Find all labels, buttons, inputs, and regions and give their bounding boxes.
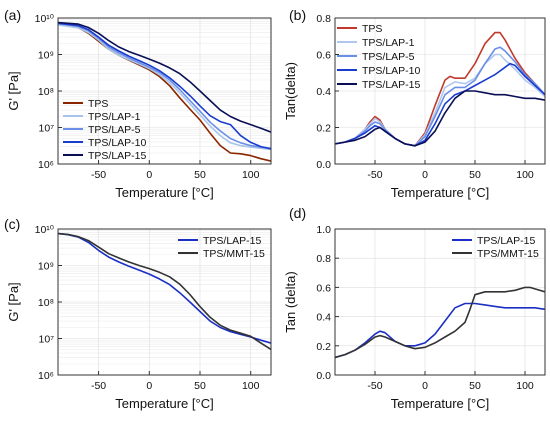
x-tick-label: 50 — [469, 169, 481, 181]
legend-b: TPS TPS/LAP-1 TPS/LAP-5 TPS/LAP-10 TPS/LAP-1… — [337, 23, 421, 91]
legend-label: TPS/LAP-5 — [362, 51, 415, 63]
series-group-c — [58, 232, 271, 351]
panel-d: -50 0 50 100 0.0 0.2 0.4 0.6 0.8 1.0 Temperature [… — [283, 205, 546, 411]
y-axis-label: Tan(delta) — [283, 62, 298, 120]
y-tick-label: 0.4 — [316, 312, 331, 324]
y-tick-label: 10⁹ — [38, 50, 54, 62]
legend-label: TPS/LAP-15 — [88, 150, 147, 162]
x-tick-label: -50 — [367, 169, 382, 181]
y-tick-label: 0.0 — [316, 159, 331, 171]
series-group-b — [335, 31, 545, 147]
series-line-tps — [335, 31, 545, 147]
plot-frame — [334, 228, 546, 376]
panel-label: (c) — [4, 216, 20, 232]
series-group-d — [335, 286, 545, 359]
x-tick-label: 0 — [422, 169, 428, 181]
x-tick-label: 100 — [516, 169, 534, 181]
legend-label: TPS/LAP-15 — [362, 79, 421, 91]
x-axis-label: Temperature [°C] — [115, 185, 213, 200]
panel-label: (d) — [289, 205, 306, 221]
x-tick-label: 50 — [469, 380, 481, 392]
y-tick-label: 10⁹ — [38, 261, 54, 273]
panel-c: -50 0 50 100 10⁶ 10⁷ 10⁸ 10⁹ 10¹⁰ Temperature [°C… — [4, 216, 272, 411]
series-line-tps-mmt-15 — [58, 232, 271, 351]
series-line-tps-lap-5 — [335, 46, 545, 147]
series-line-tps-lap-15 — [58, 21, 271, 133]
x-tick-label: 100 — [242, 380, 260, 392]
y-tick-label: 10⁸ — [38, 86, 54, 98]
x-axis-label: Temperature [°C] — [391, 396, 489, 411]
y-tick-label: 0.2 — [316, 341, 331, 353]
y-tick-label: 0.4 — [316, 86, 331, 98]
x-tick-label: -50 — [91, 169, 106, 181]
x-tick-label: 50 — [194, 169, 206, 181]
y-axis-label: G' [Pa] — [6, 71, 21, 110]
legend-label: TPS/MMT-15 — [203, 248, 265, 260]
y-tick-label: 0.8 — [316, 13, 331, 25]
y-tick-label: 10⁶ — [38, 370, 54, 382]
legend-a: TPSTPS/LAP-1TPS/LAP-5TPS/LAP-10TPS/LAP-1… — [63, 98, 147, 162]
y-tick-label: 0.8 — [316, 253, 331, 265]
panel-label: (a) — [4, 7, 21, 23]
legend-label: TPS/LAP-5 — [88, 124, 141, 136]
series-line-tps-lap-1 — [58, 24, 271, 151]
series-group-a — [58, 21, 271, 162]
panel-label: (b) — [289, 7, 306, 23]
series-line-tps-lap-10 — [335, 62, 545, 147]
y-tick-label: 0.6 — [316, 50, 331, 62]
legend-label: TPS/LAP-10 — [88, 137, 147, 149]
y-tick-label: 0.0 — [316, 370, 331, 382]
y-axis-label: Tan (delta) — [283, 271, 298, 332]
x-tick-label: 100 — [516, 380, 534, 392]
series-line-tps-lap-15 — [335, 302, 545, 359]
legend-label: TPS/MMT-15 — [477, 248, 539, 260]
legend-label: TPS — [362, 23, 382, 35]
x-tick-label: 50 — [194, 380, 206, 392]
panel-b: -50 0 50 100 0.0 0.2 0.4 0.6 0.8 Temperature [°C]… — [283, 7, 546, 200]
x-axis-label: Temperature [°C] — [391, 185, 489, 200]
series-line-tps-lap-15 — [58, 232, 271, 344]
grid-c — [58, 229, 271, 376]
y-tick-label: 10⁶ — [38, 159, 54, 171]
x-tick-label: 0 — [146, 169, 152, 181]
series-line-tps-lap-5 — [58, 22, 271, 150]
y-axis-label: G' [Pa] — [6, 282, 21, 321]
legend-label: TPS/LAP-15 — [203, 235, 262, 247]
series-line-tps-mmt-15 — [335, 286, 545, 359]
series-line-tps-lap-1 — [335, 53, 545, 147]
y-tick-label: 1.0 — [316, 224, 331, 236]
y-tick-label: 0.6 — [316, 282, 331, 294]
panel-a: -50 0 50 100 10⁶ 10⁷ 10⁸ 10⁹ 10¹⁰ Temperature [°C… — [4, 7, 272, 200]
y-tick-label: 10¹⁰ — [35, 13, 54, 25]
x-tick-label: 0 — [146, 380, 152, 392]
y-tick-label: 0.2 — [316, 123, 331, 135]
legend-label: TPS/LAP-1 — [362, 37, 415, 49]
y-tick-label: 10¹⁰ — [35, 224, 54, 236]
legend-label: TPS/LAP-10 — [362, 65, 421, 77]
y-tick-label: 10⁸ — [38, 297, 54, 309]
series-line-tps-lap-15 — [335, 90, 545, 147]
x-tick-label: 100 — [242, 169, 260, 181]
y-tick-label: 10⁷ — [39, 334, 55, 346]
x-tick-label: 0 — [422, 380, 428, 392]
legend-label: TPS/LAP-1 — [88, 111, 141, 123]
series-line-tps-lap-10 — [58, 22, 271, 150]
x-tick-label: -50 — [91, 380, 106, 392]
x-tick-label: -50 — [367, 380, 382, 392]
x-axis-label: Temperature [°C] — [115, 396, 213, 411]
y-tick-label: 10⁷ — [39, 123, 55, 135]
legend-label: TPS — [88, 98, 108, 110]
legend-label: TPS/LAP-15 — [477, 235, 536, 247]
